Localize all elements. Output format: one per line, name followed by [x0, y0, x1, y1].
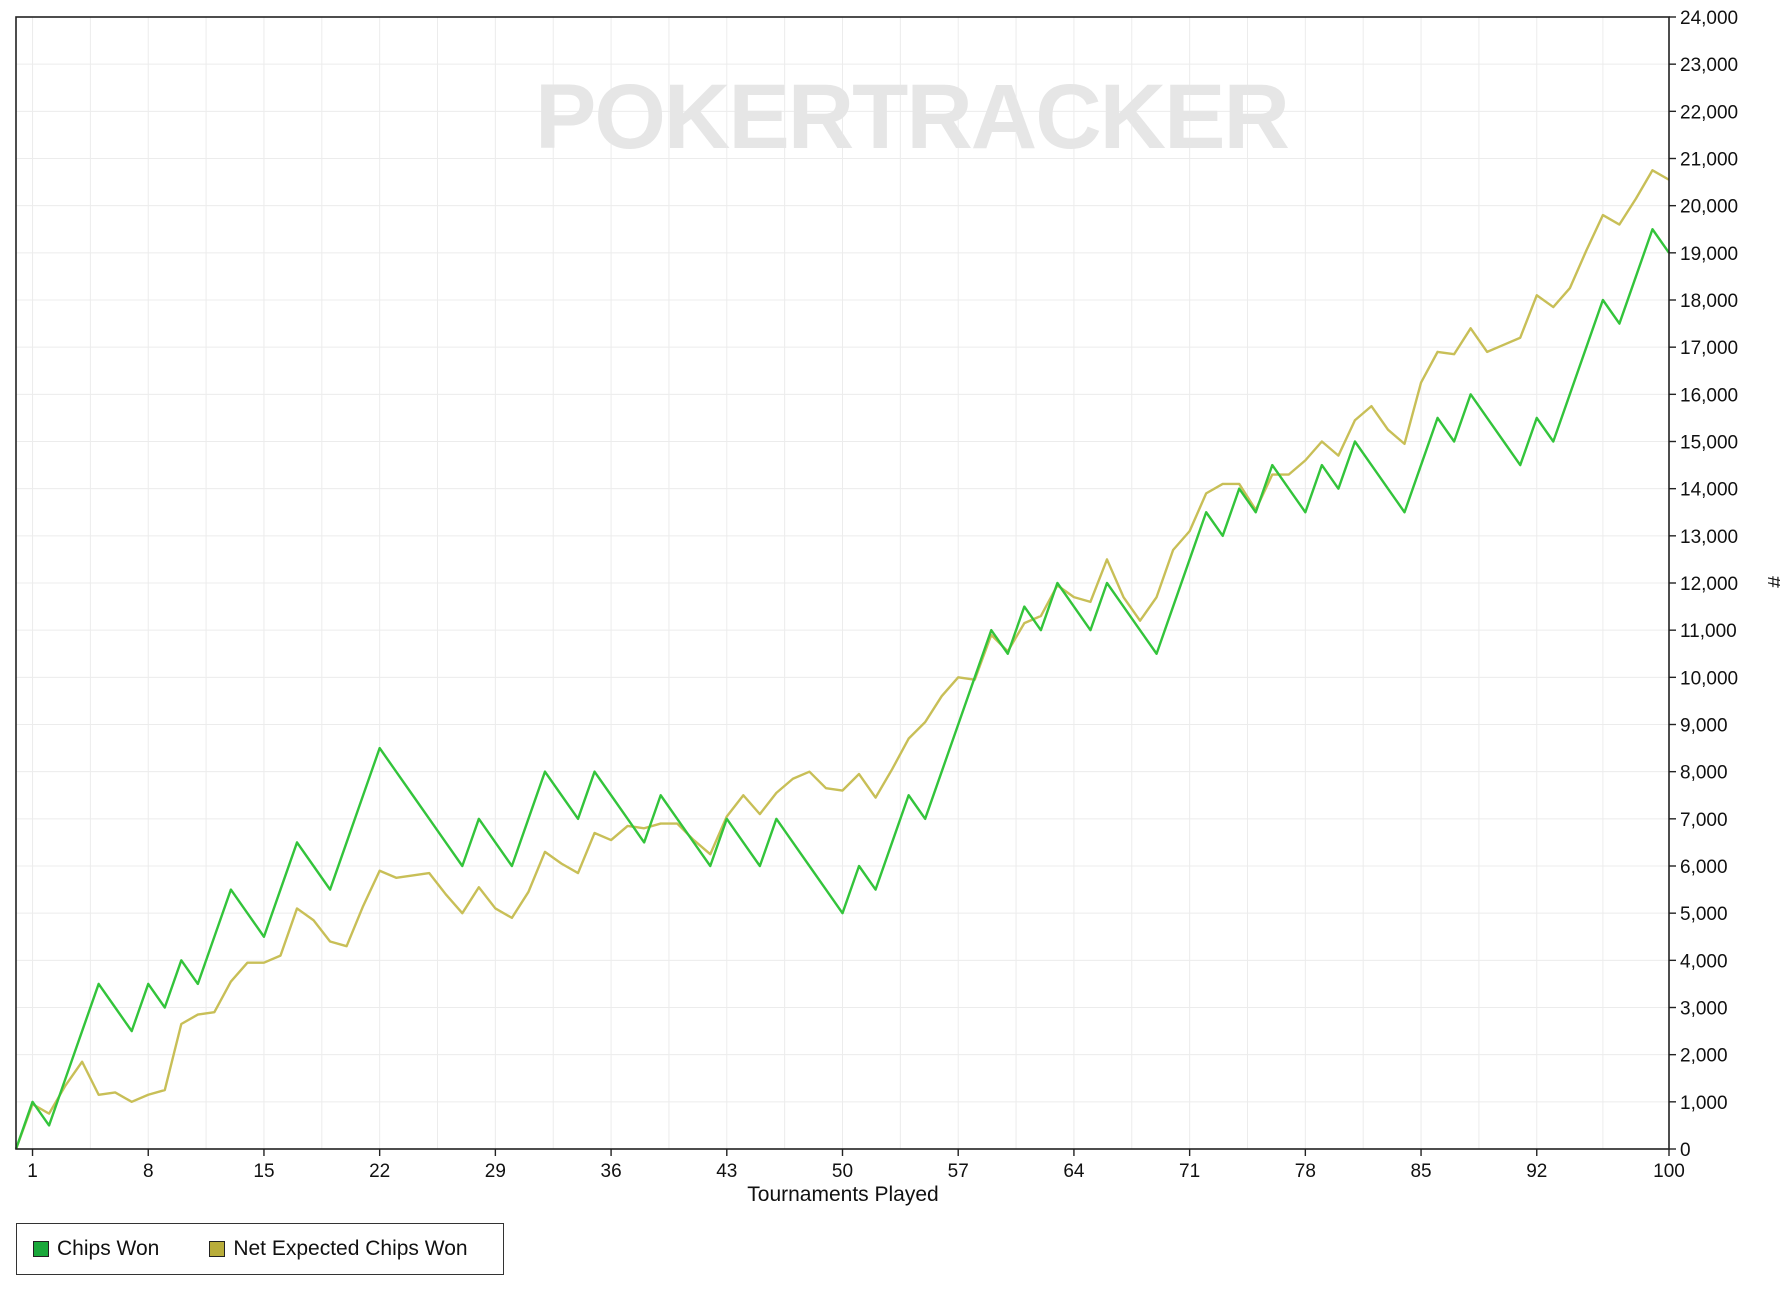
x-tick-label: 92 [1526, 1161, 1547, 1182]
legend-label: Chips Won [57, 1237, 160, 1260]
y-tick-label: 9,000 [1680, 716, 1728, 737]
y-tick-label: 17,000 [1680, 338, 1738, 359]
legend-item-chips-won[interactable]: Chips Won [33, 1237, 159, 1261]
legend-label: Net Expected Chips Won [233, 1237, 468, 1260]
legend-swatch [209, 1241, 226, 1257]
x-tick-label: 22 [369, 1161, 390, 1182]
y-tick-label: 24,000 [1680, 8, 1738, 29]
y-tick-label: 20,000 [1680, 197, 1738, 218]
y-tick-label: 6,000 [1680, 857, 1728, 878]
y-axis-title: # [1763, 576, 1780, 588]
y-tick-label: 16,000 [1680, 385, 1738, 406]
x-tick-label: 85 [1410, 1161, 1431, 1182]
x-tick-label: 29 [485, 1161, 506, 1182]
x-tick-label: 71 [1179, 1161, 1200, 1182]
y-tick-label: 21,000 [1680, 150, 1738, 171]
y-tick-label: 10,000 [1680, 668, 1738, 689]
x-tick-label: 43 [716, 1161, 737, 1182]
y-tick-label: 13,000 [1680, 527, 1738, 548]
legend-item-net-expected-chips-won[interactable]: Net Expected Chips Won [209, 1237, 468, 1261]
grid [16, 16, 1670, 1150]
x-tick-label: 64 [1063, 1161, 1085, 1182]
y-tick-label: 7,000 [1680, 810, 1728, 831]
series-line-net-expected-chips-won [14, 169, 1670, 1150]
x-tick-label: 15 [253, 1161, 274, 1182]
x-tick-label: 50 [832, 1161, 853, 1182]
y-tick-label: 15,000 [1680, 433, 1738, 454]
x-tick-label: 57 [948, 1161, 969, 1182]
legend-swatch [33, 1241, 49, 1257]
x-tick-label: 1 [27, 1161, 38, 1182]
x-axis: 1 8 15 22 29 36 43 50 57 64 71 78 85 92 100 [27, 1149, 1685, 1182]
series-layer [14, 169, 1670, 1150]
y-tick-label: 12,000 [1680, 574, 1738, 595]
y-tick-label: 5,000 [1680, 904, 1728, 925]
y-tick-label: 22,000 [1680, 102, 1738, 123]
x-tick-label: 36 [601, 1161, 622, 1182]
y-tick-label: 19,000 [1680, 244, 1738, 265]
series-line-chips-won [14, 228, 1670, 1150]
y-tick-label: 1,000 [1680, 1093, 1728, 1114]
y-tick-label: 18,000 [1680, 291, 1738, 312]
y-axis: 0 1,000 2,000 3,000 4,000 5,000 6,000 7,000 8,00… [1669, 8, 1738, 1161]
x-axis-title: Tournaments Played [747, 1183, 938, 1206]
legend: Chips Won Net Expected Chips Won [16, 1223, 504, 1275]
y-tick-label: 11,000 [1680, 621, 1737, 642]
y-tick-label: 3,000 [1680, 999, 1728, 1020]
y-tick-label: 2,000 [1680, 1046, 1728, 1067]
y-tick-label: 14,000 [1680, 480, 1738, 501]
y-tick-label: 0 [1680, 1140, 1691, 1161]
watermark-logo: POKERTRACKER [535, 66, 1288, 168]
y-tick-label: 4,000 [1680, 951, 1728, 972]
x-tick-label: 8 [143, 1161, 154, 1182]
x-tick-label: 78 [1295, 1161, 1316, 1182]
y-tick-label: 8,000 [1680, 763, 1728, 784]
y-tick-label: 23,000 [1680, 55, 1738, 76]
x-tick-label: 100 [1653, 1161, 1685, 1182]
